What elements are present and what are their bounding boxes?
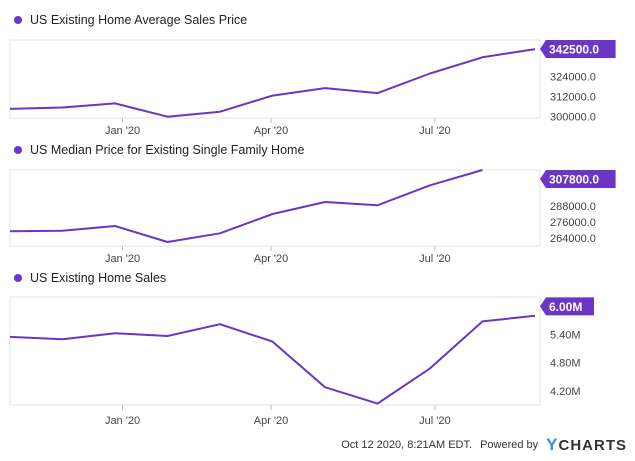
- ycharts-logo-text: CHARTS: [558, 436, 627, 454]
- chart-3-x-tick-label: Apr '20: [254, 415, 289, 427]
- chart-2-x-tick-label: Jul '20: [419, 253, 450, 265]
- chart-2-legend-marker: [14, 146, 22, 154]
- chart-3-legend-marker: [14, 274, 22, 282]
- chart-3-y-tick-label: 4.80M: [550, 358, 581, 370]
- footer-timestamp: Oct 12 2020, 8:21AM EDT.: [341, 439, 473, 451]
- chart-3-x-tick-label: Jan '20: [105, 415, 140, 427]
- ycharts-logo[interactable]: Y CHARTS: [546, 435, 627, 455]
- chart-2-y-tick-label: 264000.0: [550, 233, 596, 245]
- chart-1-last-value-badge: [540, 40, 616, 58]
- chart-3-y-tick-label: 5.40M: [550, 330, 581, 342]
- footer-powered-by: Powered by: [480, 439, 539, 451]
- chart-1-legend-marker: [14, 16, 22, 24]
- chart-2-series-line: [9, 169, 483, 243]
- chart-1-title: US Existing Home Average Sales Price: [30, 13, 247, 27]
- chart-1-y-tick-label: 300000.0: [550, 111, 596, 123]
- footer: Oct 12 2020, 8:21AM EDT. Powered by Y CH…: [341, 435, 627, 455]
- chart-2-title: US Median Price for Existing Single Fami…: [30, 143, 304, 157]
- chart-1-x-tick-label: Jan '20: [105, 125, 140, 137]
- chart-2-y-tick-label: 276000.0: [550, 217, 596, 229]
- chart-3-plot-frame: [9, 296, 541, 406]
- chart-3-y-tick-label: 4.20M: [550, 386, 581, 398]
- chart-3-series-line: [9, 314, 536, 405]
- chart-1-series-line: [9, 48, 536, 118]
- chart-1-last-value-label: 342500.0: [549, 43, 599, 57]
- chart-2-last-value-badge: [540, 170, 616, 188]
- ycharts-logo-y: Y: [546, 435, 559, 454]
- chart-1-y-tick-label: 312000.0: [550, 91, 596, 103]
- chart-1-plot-frame: [9, 39, 541, 119]
- chart-2-y-tick-label: 288000.0: [550, 201, 596, 213]
- chart-3-last-value-badge: [540, 297, 594, 316]
- chart-3-last-value-label: 6.00M: [549, 300, 582, 314]
- chart-3-x-tick-label: Jul '20: [419, 415, 450, 427]
- chart-1-x-tick-label: Apr '20: [254, 125, 289, 137]
- chart-3-title: US Existing Home Sales: [30, 271, 166, 285]
- chart-1-y-tick-label: 324000.0: [550, 72, 596, 84]
- chart-2-last-value-label: 307800.0: [549, 173, 599, 187]
- chart-2-x-tick-label: Jan '20: [105, 253, 140, 265]
- chart-1-x-tick-label: Jul '20: [419, 125, 450, 137]
- chart-2-x-tick-label: Apr '20: [254, 253, 289, 265]
- chart-2-plot-frame: [9, 169, 541, 247]
